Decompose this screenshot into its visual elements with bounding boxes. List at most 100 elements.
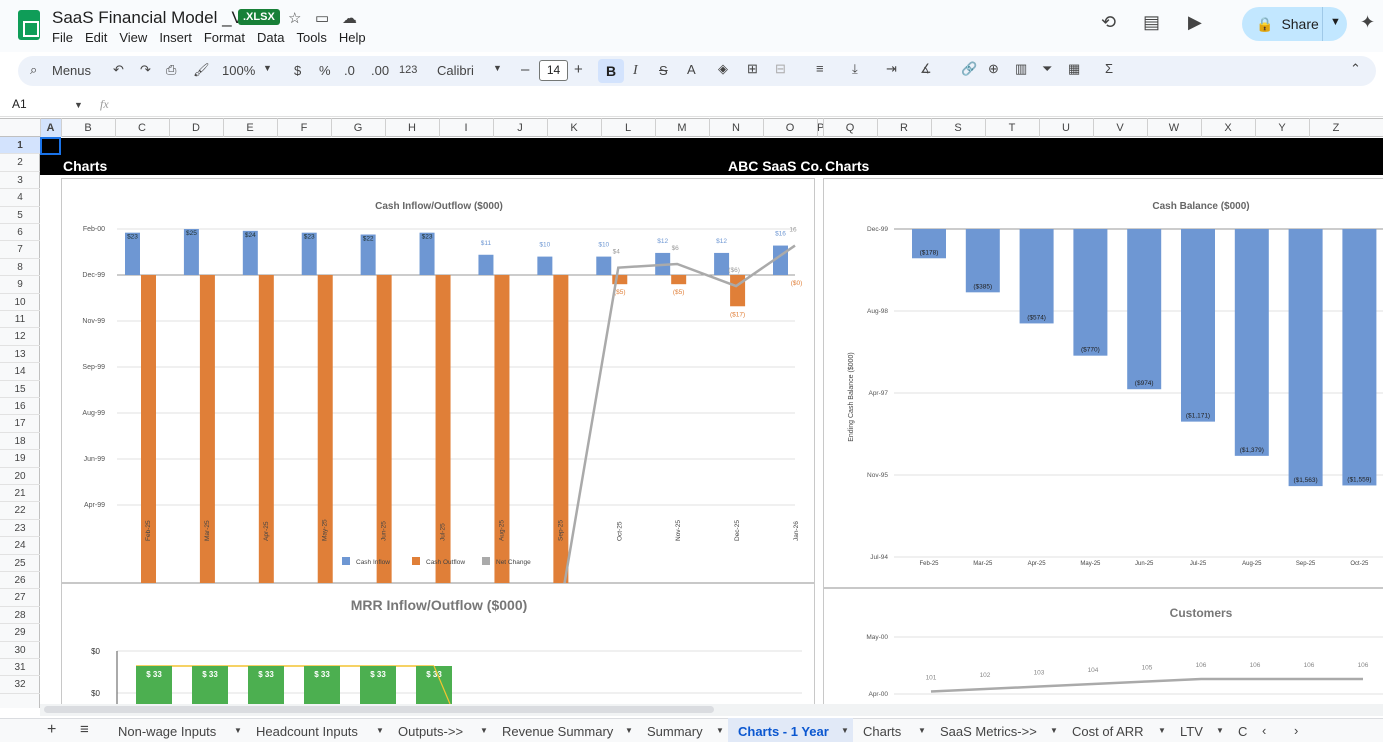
move-folder-icon[interactable]: ▭: [315, 10, 330, 27]
increase-font-icon[interactable]: +: [574, 61, 583, 78]
column-header-V[interactable]: V: [1116, 122, 1124, 134]
text-rotation-icon[interactable]: ∡: [920, 61, 932, 76]
column-header-H[interactable]: H: [408, 122, 416, 134]
row-header-2[interactable]: 2: [0, 154, 40, 172]
row-header-13[interactable]: 13: [0, 346, 40, 364]
increase-decimal[interactable]: .00: [371, 63, 390, 78]
column-header-Z[interactable]: Z: [1332, 122, 1340, 134]
all-sheets-icon[interactable]: ≡: [80, 721, 89, 738]
column-header-J[interactable]: J: [517, 122, 523, 134]
comments-icon[interactable]: ▤: [1143, 12, 1161, 32]
column-header-X[interactable]: X: [1224, 122, 1232, 134]
sheet-tab-5[interactable]: Charts - 1 Year: [738, 724, 829, 739]
column-header-W[interactable]: W: [1168, 122, 1180, 134]
sheet-tab-menu-icon[interactable]: ▼: [376, 726, 384, 735]
scrollbar-thumb[interactable]: [44, 706, 714, 713]
column-header-R[interactable]: R: [900, 122, 908, 134]
insert-link-icon[interactable]: 🔗: [961, 61, 978, 76]
cloud-status-icon[interactable]: ☁: [342, 10, 357, 27]
cash-flow-chart-panel[interactable]: Cash Inflow/Outflow ($000) Feb-00 Dec-99 No…: [61, 178, 815, 714]
sheet-tab-3[interactable]: Revenue Summary: [502, 724, 614, 739]
sheet-tab-8[interactable]: Cost of ARR: [1072, 724, 1144, 739]
column-header-P[interactable]: P: [817, 122, 825, 134]
fill-color-icon[interactable]: ◈: [718, 61, 728, 76]
customers-chart-panel[interactable]: Customers May-00 Apr-00 101 102 103 104 105 106 1…: [823, 588, 1383, 708]
functions-icon[interactable]: Σ: [1105, 61, 1114, 76]
decrease-font-icon[interactable]: –: [521, 61, 530, 78]
row-header-19[interactable]: 19: [0, 450, 40, 468]
text-color-button[interactable]: A: [687, 62, 696, 77]
menu-help[interactable]: Help: [338, 30, 366, 45]
row-header-28[interactable]: 28: [0, 607, 40, 625]
number-format[interactable]: 123: [399, 64, 418, 76]
name-box-chevron-icon[interactable]: ▼: [74, 100, 83, 110]
column-header-F[interactable]: F: [300, 122, 308, 134]
row-header-21[interactable]: 21: [0, 485, 40, 503]
row-header-24[interactable]: 24: [0, 537, 40, 555]
menu-edit[interactable]: Edit: [84, 30, 108, 45]
menu-tools[interactable]: Tools: [296, 30, 327, 45]
row-header-1[interactable]: 1: [0, 137, 40, 155]
sheet-tab-1[interactable]: Headcount Inputs: [256, 724, 358, 739]
sheet-tab-menu-icon[interactable]: ▼: [1216, 726, 1224, 735]
row-header-32[interactable]: 32: [0, 676, 40, 694]
column-header-G[interactable]: G: [353, 122, 363, 134]
column-header-E[interactable]: E: [246, 122, 254, 134]
row-header-5[interactable]: 5: [0, 207, 40, 224]
row-header-29[interactable]: 29: [0, 624, 40, 642]
column-header-S[interactable]: S: [954, 122, 962, 134]
add-sheet-icon[interactable]: +: [47, 721, 57, 738]
bold-button[interactable]: B: [598, 59, 624, 83]
strikethrough-button[interactable]: S: [659, 63, 668, 78]
search-icon[interactable]: ⌕: [30, 62, 38, 77]
share-dropdown-icon[interactable]: ▼: [1330, 16, 1341, 28]
row-header-20[interactable]: 20: [0, 468, 40, 485]
row-header-12[interactable]: 12: [0, 328, 40, 346]
sheet-tab-10[interactable]: C: [1238, 724, 1248, 739]
row-header-7[interactable]: 7: [0, 241, 40, 259]
column-header-N[interactable]: N: [732, 122, 740, 134]
sheet-tab-4[interactable]: Summary: [647, 724, 703, 739]
undo-icon[interactable]: ↶: [113, 62, 124, 77]
name-box[interactable]: A1: [12, 97, 27, 111]
sheet-tab-menu-icon[interactable]: ▼: [1158, 726, 1166, 735]
font-chevron-icon[interactable]: ▼: [493, 63, 502, 73]
gemini-sparkle-icon[interactable]: ✦: [1360, 12, 1376, 32]
sheet-tab-menu-icon[interactable]: ▼: [480, 726, 488, 735]
redo-icon[interactable]: ↷: [140, 62, 151, 77]
row-header-14[interactable]: 14: [0, 363, 40, 381]
row-header-23[interactable]: 23: [0, 520, 40, 538]
filter-icon[interactable]: ⏷: [1042, 61, 1053, 76]
sheet-tab-2[interactable]: Outputs->>: [398, 724, 464, 739]
column-header-T[interactable]: T: [1008, 122, 1016, 134]
sheet-tab-menu-icon[interactable]: ▼: [841, 726, 849, 735]
italic-button[interactable]: I: [633, 63, 638, 78]
row-header-27[interactable]: 27: [0, 589, 40, 607]
text-wrap-icon[interactable]: ⇥: [886, 61, 897, 76]
vertical-align-icon[interactable]: ⤓: [852, 61, 858, 76]
row-header-6[interactable]: 6: [0, 224, 40, 242]
row-header-16[interactable]: 16: [0, 398, 40, 416]
row-header-8[interactable]: 8: [0, 259, 40, 277]
sheet-tab-menu-icon[interactable]: ▼: [716, 726, 724, 735]
sheet-tab-menu-icon[interactable]: ▼: [234, 726, 242, 735]
paint-format-icon[interactable]: 🖌: [193, 62, 210, 77]
sheet-tab-menu-icon[interactable]: ▼: [918, 726, 926, 735]
row-header-30[interactable]: 30: [0, 642, 40, 659]
sheet-tab-menu-icon[interactable]: ▼: [1050, 726, 1058, 735]
row-header-3[interactable]: 3: [0, 172, 40, 190]
sheet-tab-7[interactable]: SaaS Metrics->>: [940, 724, 1037, 739]
merge-cells-icon[interactable]: ⊟: [775, 61, 786, 76]
sheet-tab-9[interactable]: LTV: [1180, 724, 1203, 739]
share-button[interactable]: 🔒 Share ▼: [1242, 7, 1347, 41]
sheet-tab-menu-icon[interactable]: ▼: [625, 726, 633, 735]
decrease-decimal[interactable]: .0: [344, 63, 355, 78]
document-title[interactable]: SaaS Financial Model _VC: [52, 8, 256, 27]
menu-data[interactable]: Data: [257, 30, 285, 45]
search-menus[interactable]: Menus: [52, 63, 92, 78]
row-header-4[interactable]: 4: [0, 189, 40, 207]
row-header-26[interactable]: 26: [0, 572, 40, 590]
column-header-C[interactable]: C: [138, 122, 146, 134]
column-header-B[interactable]: B: [84, 122, 92, 134]
font-family-select[interactable]: Calibri: [437, 63, 474, 78]
